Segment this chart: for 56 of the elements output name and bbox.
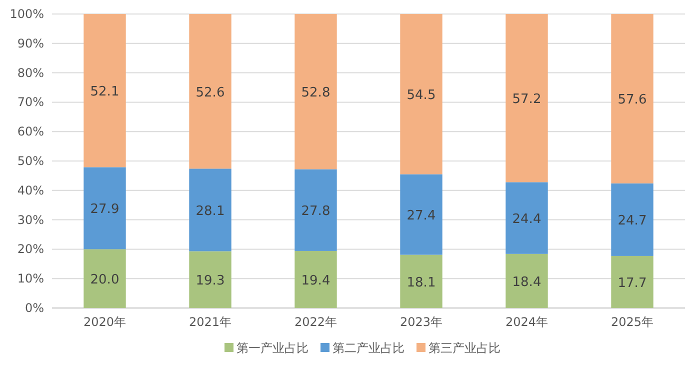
bar — [506, 182, 548, 254]
y-tick-label: 50% — [17, 154, 44, 168]
legend-label: 第一产业占比 — [236, 341, 308, 355]
bar — [611, 14, 654, 184]
y-tick-label: 100% — [10, 7, 44, 21]
data-label: 19.3 — [196, 274, 225, 289]
data-label: 57.2 — [512, 92, 542, 108]
bar — [611, 256, 654, 308]
data-label: 27.4 — [406, 208, 436, 224]
data-label: 24.7 — [618, 214, 647, 229]
data-label: 20.0 — [90, 272, 120, 288]
bar — [506, 14, 548, 182]
bar — [84, 249, 126, 308]
y-tick-label: 20% — [17, 242, 44, 256]
data-label: 18.4 — [512, 274, 542, 290]
x-tick-label: 2023年 — [400, 315, 443, 329]
y-tick-label: 80% — [17, 66, 44, 80]
bar — [400, 254, 442, 308]
x-tick-label: 2024年 — [505, 315, 548, 329]
y-tick-label: 70% — [17, 95, 44, 110]
bar — [189, 168, 232, 252]
bar — [294, 169, 337, 251]
legend-label: 第三产业占比 — [428, 341, 500, 355]
data-label: 54.5 — [406, 88, 436, 104]
y-tick-label: 10% — [17, 272, 44, 286]
bar — [84, 14, 126, 168]
bar — [400, 174, 442, 255]
y-tick-label: 0% — [24, 301, 44, 315]
bar — [506, 254, 548, 308]
x-tick-label: 2022年 — [294, 315, 338, 329]
x-tick-label: 2021年 — [188, 315, 232, 329]
data-label: 17.7 — [618, 276, 647, 291]
y-tick-label: 40% — [17, 183, 44, 198]
data-label: 24.4 — [512, 212, 542, 228]
data-label: 52.8 — [301, 86, 330, 101]
data-label: 52.6 — [196, 85, 225, 100]
x-tick-label: 2025年 — [610, 315, 654, 329]
bar — [400, 14, 442, 174]
bar — [294, 250, 337, 308]
y-tick-label: 90% — [17, 36, 44, 50]
bar — [611, 183, 654, 256]
data-label: 57.6 — [618, 92, 647, 108]
bar — [189, 14, 232, 169]
y-tick-label: 60% — [17, 124, 44, 139]
data-label: 18.1 — [406, 275, 436, 290]
data-label: 27.8 — [301, 204, 330, 220]
x-tick-label: 2020年 — [83, 315, 126, 329]
data-label: 27.9 — [90, 202, 120, 218]
legend-label: 第二产业占比 — [332, 341, 404, 355]
bar — [189, 251, 232, 308]
bar — [294, 14, 337, 170]
data-label: 28.1 — [196, 204, 225, 219]
y-tick-label: 30% — [17, 212, 44, 227]
data-label: 52.1 — [90, 84, 120, 100]
data-label: 19.4 — [301, 273, 330, 288]
bar — [84, 167, 126, 250]
